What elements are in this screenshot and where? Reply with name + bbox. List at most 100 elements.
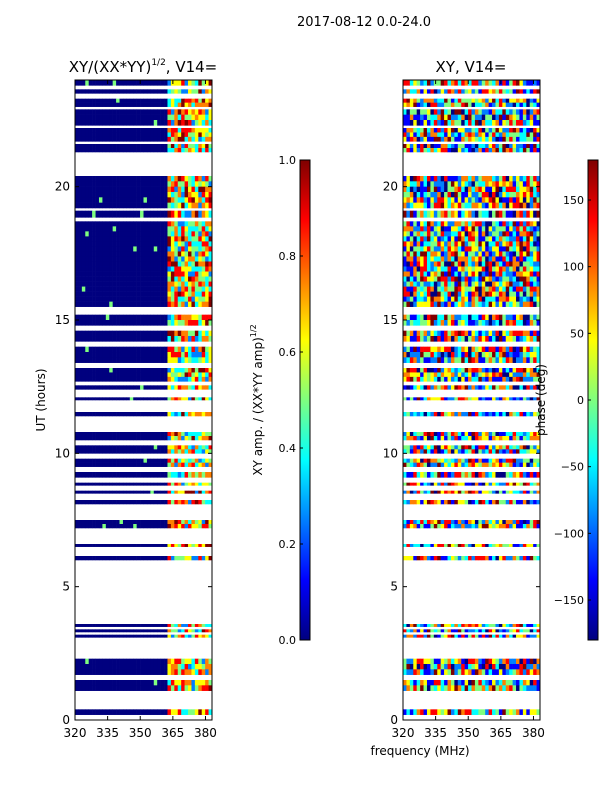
heatmap-cell [413, 352, 417, 358]
heatmap-cell [461, 357, 465, 363]
heatmap-cell [129, 482, 134, 486]
heatmap-cell [143, 128, 148, 133]
heatmap-cell [403, 276, 407, 282]
heatmap-cell [526, 432, 531, 437]
heatmap-cell [119, 241, 124, 247]
heatmap-cell [116, 372, 120, 378]
heatmap-cell [430, 246, 435, 252]
heatmap-cell [122, 296, 127, 302]
heatmap-cell [440, 261, 445, 267]
heatmap-cell [198, 336, 203, 342]
heatmap-cell [102, 462, 107, 467]
heatmap-cell [526, 231, 531, 237]
heatmap-cell [426, 520, 431, 525]
heatmap-cell [485, 372, 489, 378]
heatmap-cell [502, 432, 507, 437]
heatmap-cell [461, 685, 465, 691]
heatmap-cell [153, 202, 158, 209]
heatmap-cell [413, 261, 417, 267]
heatmap-cell [146, 472, 151, 478]
heatmap-cell [495, 669, 500, 675]
heatmap-cell [78, 472, 83, 478]
heatmap-cell [136, 144, 141, 149]
heatmap-cell [502, 520, 507, 525]
heatmap-cell [208, 301, 212, 307]
heatmap-cell [420, 256, 424, 262]
heatmap-cell [133, 281, 137, 287]
heatmap-cell [447, 664, 452, 670]
heatmap-cell [461, 330, 465, 337]
heatmap-cell [457, 314, 462, 321]
heatmap-cell [140, 181, 144, 187]
heatmap-cell [509, 412, 513, 417]
heatmap-cell [516, 458, 520, 463]
heatmap-cell [81, 658, 86, 665]
heatmap-cell [129, 500, 134, 505]
heatmap-cell [205, 98, 209, 103]
heatmap-cell [146, 634, 151, 638]
heatmap-cell [430, 352, 435, 358]
heatmap-cell [146, 266, 151, 272]
heatmap-cell [177, 314, 182, 321]
heatmap-cell [440, 634, 445, 638]
heatmap-cell [126, 89, 131, 94]
heatmap-cell [92, 346, 96, 353]
heatmap-cell [198, 357, 203, 363]
heatmap-cell [150, 246, 155, 252]
heatmap-cell [533, 556, 537, 561]
heatmap-cell [95, 445, 100, 450]
heatmap-cell [122, 286, 127, 292]
heatmap-cell [430, 524, 435, 529]
heatmap-cell [444, 458, 448, 463]
heatmap-cell [174, 314, 179, 321]
heatmap-cell [495, 629, 500, 633]
heatmap-cell [78, 102, 83, 107]
heatmap-cell [454, 286, 459, 292]
heatmap-cell [208, 330, 212, 337]
heatmap-cell [174, 281, 179, 287]
heatmap-cell [488, 482, 493, 486]
heatmap-cell [498, 462, 503, 467]
heatmap-cell [92, 556, 96, 561]
heatmap-cell [403, 231, 407, 237]
heatmap-cell [160, 120, 165, 126]
heatmap-cell [498, 330, 503, 337]
heatmap-cell [160, 352, 165, 358]
heatmap-cell [471, 524, 476, 529]
heatmap-cell [205, 449, 209, 454]
heatmap-cell [143, 314, 148, 321]
heatmap-cell [157, 261, 161, 267]
heatmap-cell [167, 301, 172, 307]
heatmap-cell [174, 186, 179, 193]
heatmap-cell [88, 664, 93, 670]
heatmap-cell [205, 80, 209, 86]
heatmap-cell [426, 276, 431, 282]
heatmap-cell [170, 658, 175, 665]
heatmap-cell [160, 669, 165, 675]
heatmap-cell [160, 346, 165, 353]
heatmap-cell [198, 685, 203, 691]
heatmap-cell [95, 286, 100, 292]
heatmap-cell [198, 432, 203, 437]
heatmap-cell [536, 449, 540, 454]
heatmap-cell [119, 556, 124, 561]
heatmap-cell [129, 136, 134, 142]
heatmap-cell [205, 472, 209, 478]
heatmap-cell [464, 629, 469, 633]
heatmap-cell [481, 226, 486, 232]
heatmap-cell [426, 266, 431, 272]
heatmap-cell [153, 412, 158, 417]
heatmap-cell [174, 102, 179, 107]
heatmap-cell [450, 357, 455, 363]
heatmap-cell [126, 556, 131, 561]
heatmap-cell [167, 352, 172, 358]
heatmap-cell [509, 241, 513, 247]
heatmap-cell [201, 128, 206, 133]
heatmap-cell [454, 490, 459, 494]
heatmap-cell [105, 120, 110, 126]
heatmap-cell [191, 197, 196, 203]
heatmap-cell [471, 372, 476, 378]
heatmap-cell [420, 291, 424, 297]
heatmap-cell [485, 490, 489, 494]
heatmap-cell [92, 221, 96, 227]
